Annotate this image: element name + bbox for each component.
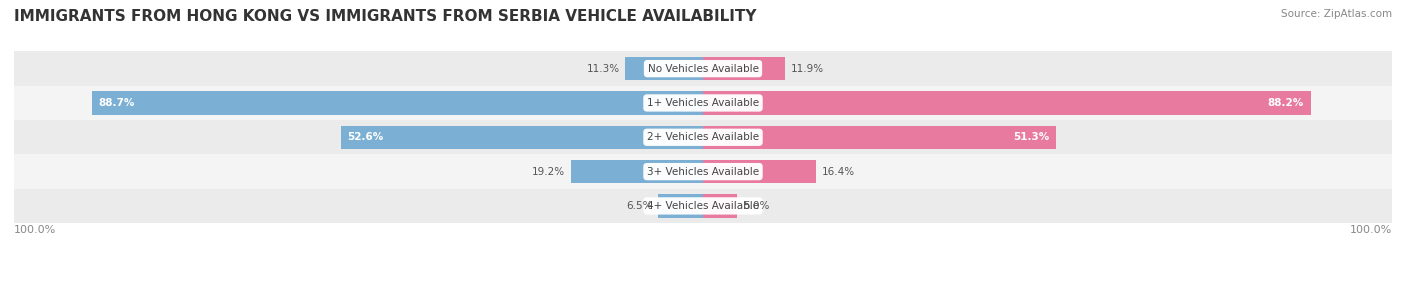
Text: 4+ Vehicles Available: 4+ Vehicles Available xyxy=(647,201,759,211)
Text: 2+ Vehicles Available: 2+ Vehicles Available xyxy=(647,132,759,142)
Text: 100.0%: 100.0% xyxy=(1350,225,1392,235)
Bar xyxy=(703,194,738,218)
Text: 11.3%: 11.3% xyxy=(586,64,620,74)
Text: 1+ Vehicles Available: 1+ Vehicles Available xyxy=(647,98,759,108)
Text: 100.0%: 100.0% xyxy=(14,225,56,235)
Bar xyxy=(703,57,785,80)
Bar xyxy=(703,91,1310,115)
Text: 5.0%: 5.0% xyxy=(742,201,769,211)
Text: IMMIGRANTS FROM HONG KONG VS IMMIGRANTS FROM SERBIA VEHICLE AVAILABILITY: IMMIGRANTS FROM HONG KONG VS IMMIGRANTS … xyxy=(14,9,756,23)
Text: 51.3%: 51.3% xyxy=(1014,132,1049,142)
Text: Source: ZipAtlas.com: Source: ZipAtlas.com xyxy=(1281,9,1392,19)
Bar xyxy=(14,154,1392,189)
Text: 16.4%: 16.4% xyxy=(821,167,855,176)
Bar xyxy=(703,126,1056,149)
Bar xyxy=(14,120,1392,154)
Bar xyxy=(14,86,1392,120)
Bar xyxy=(340,126,703,149)
Text: 3+ Vehicles Available: 3+ Vehicles Available xyxy=(647,167,759,176)
Text: 6.5%: 6.5% xyxy=(626,201,652,211)
Text: No Vehicles Available: No Vehicles Available xyxy=(648,64,758,74)
Text: 11.9%: 11.9% xyxy=(790,64,824,74)
Bar xyxy=(703,160,815,183)
Text: 52.6%: 52.6% xyxy=(347,132,384,142)
Bar xyxy=(571,160,703,183)
Bar xyxy=(14,189,1392,223)
Bar xyxy=(14,51,1392,86)
Text: 88.7%: 88.7% xyxy=(98,98,135,108)
Bar xyxy=(91,91,703,115)
Text: 19.2%: 19.2% xyxy=(531,167,565,176)
Bar xyxy=(626,57,703,80)
Bar xyxy=(658,194,703,218)
Text: 88.2%: 88.2% xyxy=(1267,98,1303,108)
